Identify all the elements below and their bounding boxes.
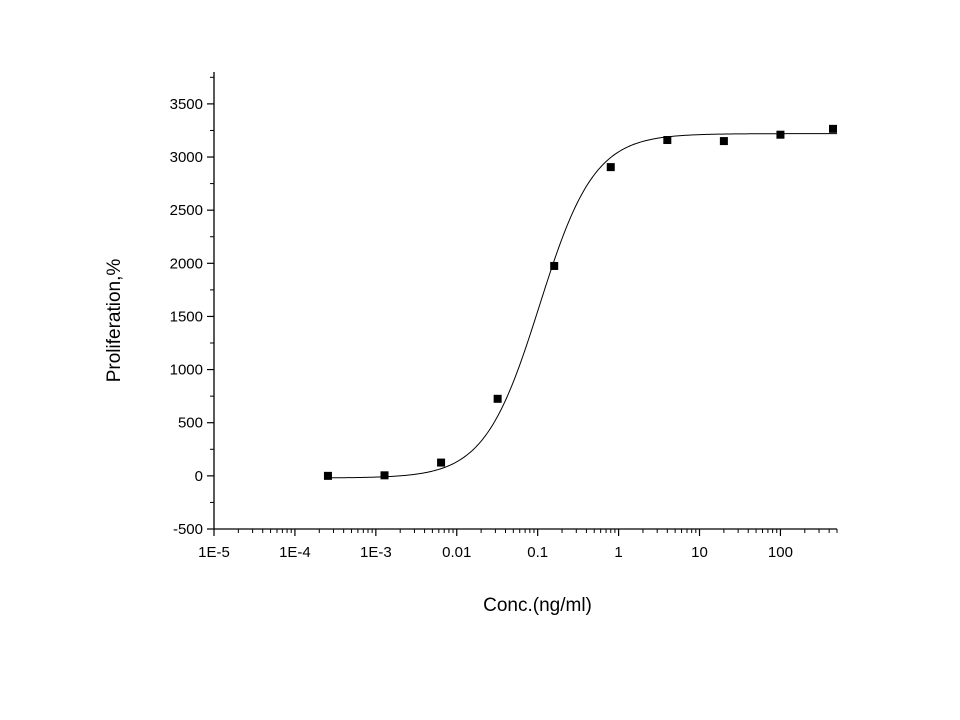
data-point <box>323 471 332 480</box>
x-tick-label: 1E-4 <box>279 544 311 561</box>
y-tick-label: 3500 <box>170 96 203 113</box>
data-point <box>776 130 785 139</box>
y-tick-label: 3000 <box>170 149 203 166</box>
x-tick-label: 0.1 <box>527 544 548 561</box>
y-tick-label: 0 <box>195 468 203 485</box>
x-tick-label: 1 <box>614 544 622 561</box>
x-tick-label: 10 <box>691 544 708 561</box>
y-tick-label: 2000 <box>170 255 203 272</box>
x-tick-label: 0.01 <box>442 544 471 561</box>
data-point <box>380 471 389 480</box>
y-tick-label: 2500 <box>170 202 203 219</box>
x-tick-label: 1E-3 <box>360 544 392 561</box>
ticks <box>207 76 838 536</box>
data-point <box>550 261 559 270</box>
tick-labels: -500 0 500 1000 1500 2000 2500 3000 3500 1E-5 1E-4… <box>170 96 793 561</box>
axes <box>213 72 837 530</box>
x-tick-label: 100 <box>768 544 793 561</box>
data-point <box>437 458 446 467</box>
data-point <box>493 394 502 403</box>
y-tick-label: 500 <box>178 415 203 432</box>
data-point <box>719 137 728 146</box>
fit-curve-layer <box>327 133 837 479</box>
fit-curve <box>327 133 837 479</box>
data-point <box>606 163 615 172</box>
y-tick-label: 1500 <box>170 308 203 325</box>
y-axis-title: Proliferation,% <box>104 259 125 383</box>
y-tick-label: -500 <box>173 521 203 538</box>
data-points <box>323 124 837 480</box>
data-point <box>829 124 837 133</box>
y-tick-label: 1000 <box>170 362 203 379</box>
x-axis-title: Conc.(ng/ml) <box>483 595 592 616</box>
data-point <box>663 136 672 145</box>
x-tick-label: 1E-5 <box>198 544 230 561</box>
